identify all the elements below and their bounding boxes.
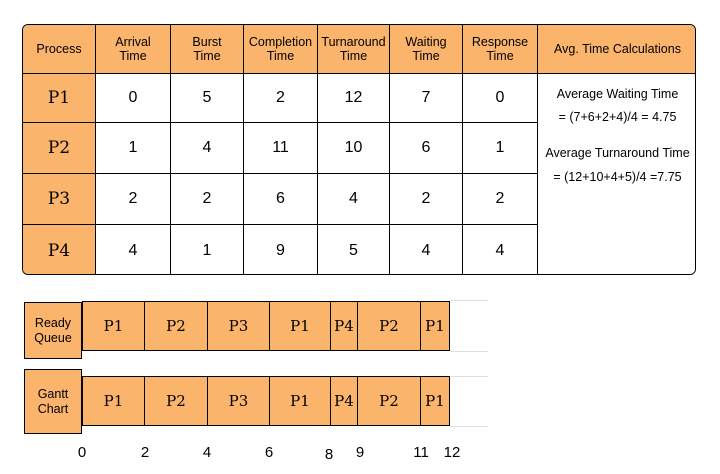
header-waiting-time: Waiting Time [390,25,463,74]
ready-queue-guide-top [450,300,488,301]
timeline-tick: 6 [264,444,274,461]
row-3-burst: 2 [171,174,244,225]
gantt-chart-guide-bottom [450,426,488,427]
avg-turnaround-formula: = (12+10+4+5)/4 =7.75 [553,170,682,184]
header-completion-time: Completion Time [244,25,318,74]
row-3-waiting: 2 [390,174,463,225]
gantt-chart-segment: P2 [144,376,208,426]
row-3-arrival: 2 [96,174,171,225]
row-1-turnaround: 12 [318,74,390,123]
gantt-chart-label: Gantt Chart [24,369,82,434]
row-4-process: P4 [23,225,96,274]
ready-queue-label: Ready Queue [24,302,82,359]
header-process: Process [23,25,96,74]
timeline-tick: 9 [355,444,365,461]
header-arrival-line2: Time [119,49,147,63]
row-4-waiting: 4 [390,225,463,274]
timeline-tick: 12 [443,444,461,461]
row-1-arrival: 0 [96,74,171,123]
gantt-chart-segment: P1 [420,376,450,426]
gantt-chart-segment: P1 [269,376,331,426]
avg-waiting-title: Average Waiting Time [556,87,679,101]
row-4-arrival: 4 [96,225,171,274]
ready-queue-segment: P3 [207,301,270,351]
header-process-label: Process [36,42,82,56]
ready-queue-segment: P1 [420,301,450,351]
row-1-burst: 5 [171,74,244,123]
process-table: Process Arrival Time Burst Time Completion… [22,24,696,275]
row-4-response: 4 [463,225,538,274]
row-2-waiting: 6 [390,123,463,174]
row-2-response: 1 [463,123,538,174]
row-2-arrival: 1 [96,123,171,174]
row-3-turnaround: 4 [318,174,390,225]
header-avg-label: Avg. Time Calculations [554,42,681,56]
row-1-response: 0 [463,74,538,123]
row-2-burst: 4 [171,123,244,174]
timeline-tick: 0 [77,444,87,461]
header-avg-calculations: Avg. Time Calculations [538,25,695,74]
header-response-line1: Response [471,35,529,49]
header-turnaround-line2: Time [339,49,368,63]
header-completion-line2: Time [266,49,295,63]
header-turnaround-time: Turnaround Time [318,25,390,74]
ready-queue-segment: P2 [144,301,208,351]
row-2-turnaround: 10 [318,123,390,174]
avg-waiting-formula: = (7+6+2+4)/4 = 4.75 [558,110,677,124]
header-burst-line2: Time [193,49,221,63]
header-waiting-line2: Time [412,49,440,63]
row-2-process: P2 [23,123,96,174]
row-3-completion: 6 [244,174,318,225]
row-1-completion: 2 [244,74,318,123]
timeline-tick: 2 [140,444,150,461]
header-response-line2: Time [486,49,514,63]
timeline-tick: 4 [202,444,212,461]
gantt-chart-segment: P3 [207,376,270,426]
gantt-chart-label-line1: Gantt [37,386,69,401]
header-arrival-line1: Arrival [115,35,151,49]
ready-queue-segment: P1 [82,301,145,351]
gantt-chart-segment: P2 [357,376,421,426]
gantt-chart-label-line2: Chart [37,401,69,416]
avg-turnaround-title: Average Turnaround Time [545,146,690,160]
header-burst-time: Burst Time [171,25,244,74]
gantt-chart-segment: P4 [330,376,358,426]
row-4-turnaround: 5 [318,225,390,274]
ready-queue-segment: P4 [330,301,358,351]
row-2-completion: 11 [244,123,318,174]
header-arrival-time: Arrival Time [96,25,171,74]
header-response-time: Response Time [463,25,538,74]
gantt-chart-segment: P1 [82,376,145,426]
header-burst-line1: Burst [192,35,222,49]
row-4-completion: 9 [244,225,318,274]
ready-queue-guide-bottom [450,351,488,352]
row-4-burst: 1 [171,225,244,274]
avg-calculations-panel: Average Waiting Time = (7+6+2+4)/4 = 4.7… [538,74,695,274]
row-3-process: P3 [23,174,96,225]
ready-queue-segment: P2 [357,301,421,351]
header-waiting-line1: Waiting [405,35,447,49]
header-completion-line1: Completion [248,35,313,49]
row-1-process: P1 [23,74,96,123]
ready-queue-label-line2: Queue [34,330,72,345]
gantt-chart-guide-top [450,376,488,377]
header-turnaround-line1: Turnaround [321,35,386,49]
ready-queue-label-line1: Ready [34,315,72,330]
timeline-tick: 11 [413,444,429,461]
row-1-waiting: 7 [390,74,463,123]
timeline-tick: 8 [324,446,334,463]
row-3-response: 2 [463,174,538,225]
ready-queue-segment: P1 [269,301,331,351]
